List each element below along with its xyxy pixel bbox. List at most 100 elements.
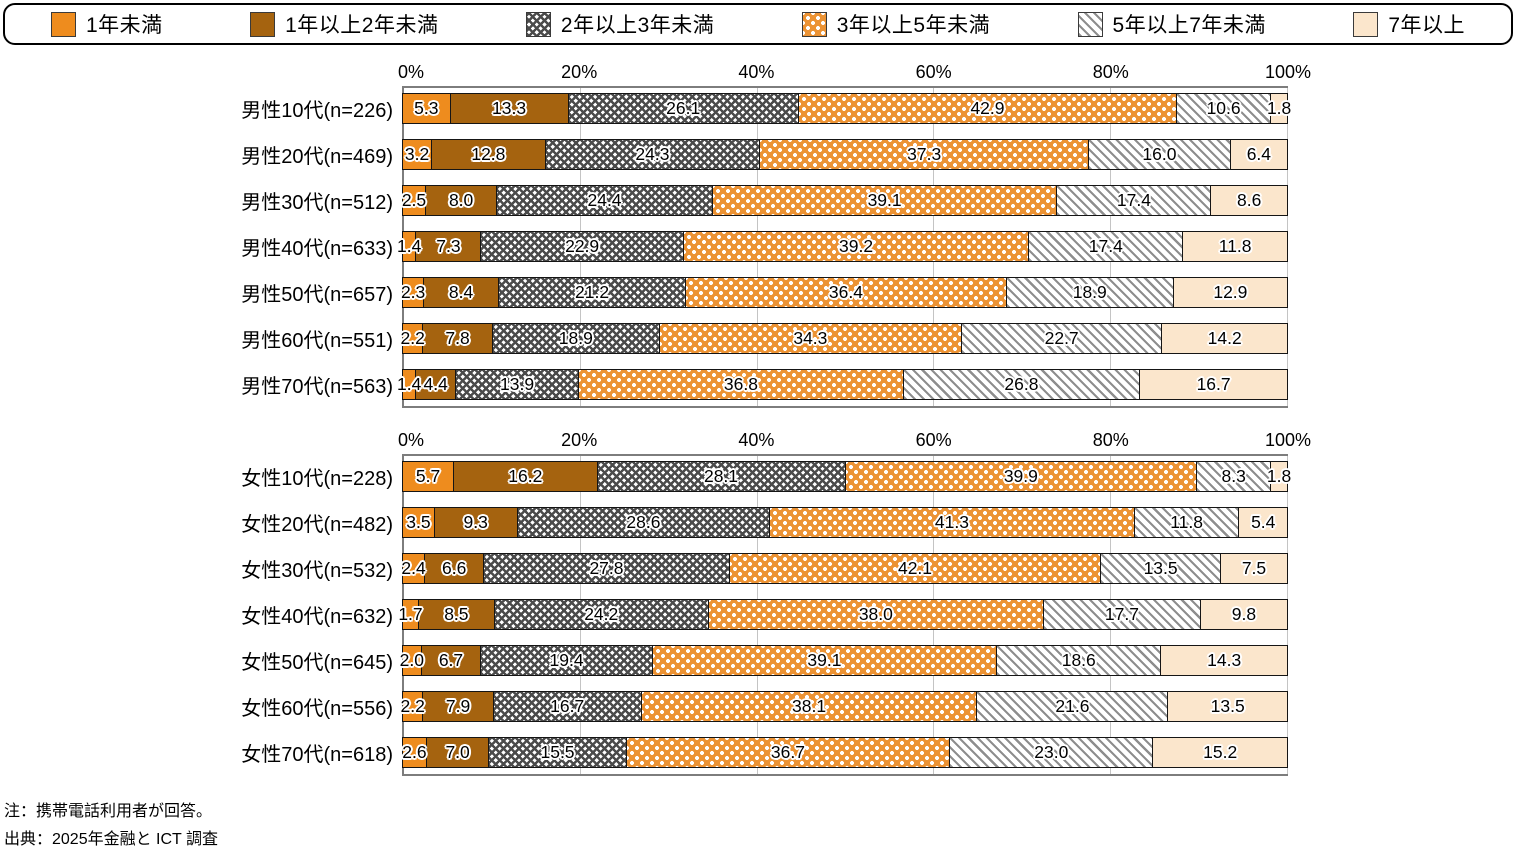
bar-segment: 36.8 (578, 370, 903, 399)
bar-segment: 15.2 (1152, 738, 1288, 767)
bar-segment: 1.8 (1267, 462, 1291, 491)
stacked-bar: 1.4 7.3 22.9 39.2 17.4 11.8 (397, 231, 1288, 262)
segment-value-label: 24.2 (584, 604, 619, 624)
segment-value-label: 3.2 (404, 144, 430, 164)
x-axis-tick: 60% (915, 62, 952, 82)
male-chart: 0% 20% 40% 60% 80% 100% 男性10代(n=226) 5.3 13.3 26.… (0, 62, 1311, 408)
stacked-bar: 5.3 13.3 26.1 42.9 10.6 1.8 (402, 93, 1291, 124)
x-axis-tick: 0% (398, 62, 425, 82)
stacked-bar: 1.4 4.4 13.9 36.8 26.8 16.7 (397, 369, 1288, 400)
bar-segment: 18.6 (996, 646, 1161, 675)
bar-segment: 42.1 (728, 554, 1101, 583)
bar-segment: 17.4 (1056, 186, 1211, 215)
bar-segment: 34.3 (658, 324, 961, 353)
chart-row: 女性70代(n=618) 2.6 7.0 15.5 36.7 23.0 15.2 (0, 737, 1288, 768)
bar-segment: 14.3 (1160, 646, 1287, 675)
bar-segment: 4.4 (415, 370, 455, 399)
bar-segment: 2.6 (402, 738, 427, 767)
x-axis-tick: 100% (1264, 62, 1312, 82)
row-label: 男性70代(n=563) (241, 376, 393, 398)
segment-value-label: 36.7 (770, 742, 805, 762)
segment-value-label: 26.8 (1004, 374, 1039, 394)
legend-swatch-icon (1353, 11, 1379, 37)
segment-value-label: 8.0 (448, 190, 474, 210)
segment-value-label: 11.8 (1218, 236, 1252, 256)
bar-segment: 19.4 (480, 646, 652, 675)
bar-segment: 1.4 (397, 232, 421, 261)
x-axis-tick: 0% (398, 430, 425, 450)
segment-value-label: 5.7 (415, 466, 441, 486)
segment-value-label: 27.8 (589, 558, 624, 578)
segment-value-label: 12.9 (1213, 282, 1248, 302)
legend-swatch-icon (250, 11, 276, 37)
segment-value-label: 18.6 (1061, 650, 1096, 670)
bar-segment: 11.8 (1133, 508, 1239, 537)
row-label: 男性30代(n=512) (241, 192, 393, 214)
segment-value-label: 13.3 (492, 98, 527, 118)
legend-item-3: 3年以上5年未満 (801, 9, 990, 39)
segment-value-label: 11.8 (1170, 512, 1203, 532)
segment-value-label: 17.7 (1104, 604, 1139, 624)
bar-segment: 2.2 (401, 324, 425, 353)
bar-segment: 42.9 (797, 94, 1177, 123)
segment-value-label: 36.8 (723, 374, 758, 394)
segment-value-label: 34.3 (793, 328, 828, 348)
segment-value-label: 28.1 (703, 466, 739, 486)
segment-value-label: 9.8 (1231, 604, 1257, 624)
x-axis-tick: 60% (915, 430, 952, 450)
bar-segment: 7.9 (422, 692, 493, 721)
bar-segment: 8.6 (1210, 186, 1287, 215)
segment-value-label: 6.6 (441, 558, 467, 578)
stacked-bar: 2.5 8.0 24.4 39.1 17.4 8.6 (402, 185, 1288, 216)
bar-segment: 28.1 (596, 462, 845, 491)
chart-row: 男性60代(n=551) 2.2 7.8 18.9 34.3 22.7 14.2 (0, 323, 1288, 354)
legend-item-0: 1年未満 (51, 9, 163, 39)
bar-segment: 7.0 (425, 738, 489, 767)
legend-label: 7年以上 (1388, 14, 1465, 37)
segment-value-label: 28.6 (626, 512, 661, 532)
segment-value-label: 1.4 (397, 236, 422, 256)
segment-value-label: 23.0 (1034, 742, 1069, 762)
row-label: 男性20代(n=469) (241, 146, 393, 168)
chart-row: 女性10代(n=228) 5.7 16.2 28.1 39.9 8.3 1.8 (0, 461, 1291, 492)
bar-segment: 2.0 (399, 646, 424, 675)
bar-segment: 13.5 (1167, 692, 1288, 721)
segment-value-label: 2.0 (399, 650, 424, 670)
segment-value-label: 1.4 (397, 374, 422, 394)
x-axis-tick: 80% (1092, 430, 1129, 450)
segment-value-label: 7.8 (445, 328, 470, 348)
segment-value-label: 42.1 (897, 558, 933, 578)
segment-value-label: 21.2 (575, 282, 610, 302)
segment-value-label: 8.5 (444, 604, 469, 624)
legend-item-1: 1年以上2年未満 (250, 9, 438, 39)
bar-segment: 26.8 (902, 370, 1140, 399)
bar-segment: 22.7 (960, 324, 1162, 353)
legend-label: 1年以上2年未満 (285, 14, 439, 37)
x-axis-tick: 80% (1092, 62, 1129, 82)
bar-segment: 7.5 (1220, 554, 1287, 583)
segment-value-label: 17.4 (1116, 190, 1151, 210)
row-label: 男性40代(n=633) (241, 238, 393, 260)
legend-swatch-icon (51, 11, 76, 37)
segment-value-label: 12.8 (471, 144, 506, 164)
footnotes: 注：携帯電話利用者が回答。 出典：2025年金融と ICT 調査 (4, 798, 218, 849)
segment-value-label: 10.6 (1206, 98, 1241, 118)
bar-segment: 21.6 (976, 692, 1168, 721)
stacked-bar: 2.2 7.9 16.7 38.1 21.6 13.5 (401, 691, 1288, 722)
segment-value-label: 5.3 (414, 98, 439, 118)
segment-value-label: 13.9 (500, 374, 535, 394)
segment-value-label: 1.7 (398, 604, 423, 624)
segment-value-label: 14.2 (1207, 328, 1242, 348)
legend-swatch-icon (801, 11, 827, 37)
row-label: 女性50代(n=645) (241, 652, 393, 674)
bar-segment: 39.1 (711, 186, 1057, 215)
stacked-bar: 1.7 8.5 24.2 38.0 17.7 9.8 (398, 599, 1288, 630)
segment-value-label: 26.1 (666, 98, 701, 118)
bar-segment: 9.3 (433, 508, 517, 537)
row-label: 女性30代(n=532) (241, 560, 393, 582)
bar-segment: 5.7 (403, 462, 454, 491)
bar-segment: 8.5 (417, 600, 494, 629)
bar-segment: 10.6 (1176, 94, 1271, 123)
bar-segment: 8.4 (423, 278, 498, 307)
